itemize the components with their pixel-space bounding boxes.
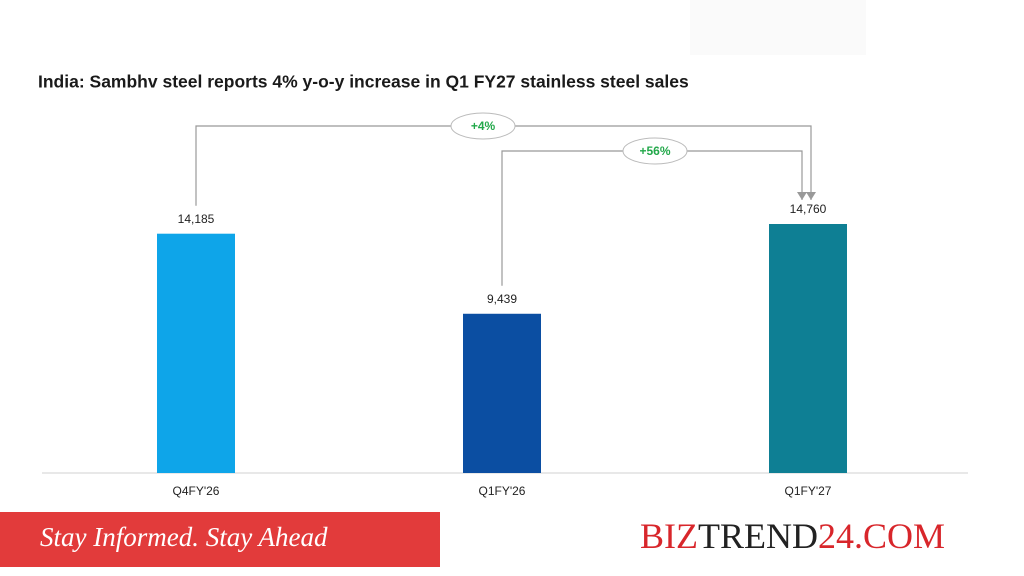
bar — [157, 233, 235, 473]
chart-title: India: Sambhv steel reports 4% y-o-y inc… — [38, 72, 689, 92]
brand-part: BIZ — [640, 516, 698, 556]
value-label: 14,185 — [178, 212, 215, 226]
bar — [769, 224, 847, 473]
x-tick-label: Q1FY'27 — [785, 484, 832, 498]
x-tick-label: Q1FY'26 — [479, 484, 526, 498]
plot: 14,185 Q4FY'26 9,439 Q1FY'26 14,760 Q1FY'27 +4… — [157, 112, 847, 498]
annotation-bubble — [622, 137, 688, 165]
value-label: 9,439 — [487, 292, 517, 306]
faint-box — [690, 0, 866, 55]
annotation: +56% — [639, 144, 670, 158]
connector — [501, 150, 803, 286]
brand-part: 24.COM — [818, 516, 945, 556]
banner-corner — [420, 512, 440, 567]
tagline: Stay Informed. Stay Ahead — [40, 522, 328, 552]
annotation-bubble — [450, 112, 516, 140]
brand: BIZTREND24.COM — [640, 516, 945, 556]
annotation: +4% — [471, 119, 496, 133]
brand-part: TREND — [698, 516, 818, 556]
x-tick-label: Q4FY'26 — [173, 484, 220, 498]
connector — [195, 125, 812, 206]
tagline-banner — [0, 512, 440, 567]
bar — [463, 313, 541, 473]
value-label: 14,760 — [790, 202, 827, 216]
arrow-head — [797, 192, 807, 200]
arrow-head — [806, 192, 816, 200]
